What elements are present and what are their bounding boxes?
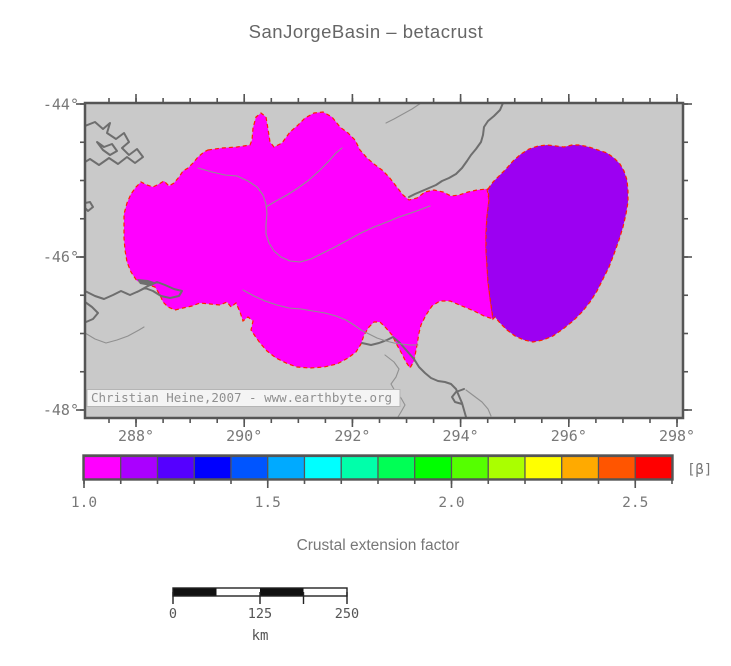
coastline-sw-blob xyxy=(137,279,157,286)
colorbar-cell xyxy=(340,455,379,480)
coastline-atlantic-south xyxy=(361,336,467,418)
scalebar-segment xyxy=(303,588,347,596)
watermark: Christian Heine,2007 - www.earthbyte.org xyxy=(86,389,401,407)
scalebar-tick-label: 125 xyxy=(248,606,272,622)
river-sw xyxy=(85,326,145,344)
colorbar-cell xyxy=(230,455,269,480)
scalebar-segment xyxy=(216,588,260,596)
sub-basin-boundary-south xyxy=(242,289,419,346)
coastline-nw-inner xyxy=(96,141,118,156)
page-title: SanJorgeBasin – betacrust xyxy=(249,21,484,42)
colorbar-caption: Crustal extension factor xyxy=(297,537,460,554)
scalebar-tick-label: 250 xyxy=(335,606,359,622)
x-tick-label: 292° xyxy=(334,427,370,445)
scalebar-segment xyxy=(260,588,304,596)
colorbar-cell xyxy=(193,455,232,480)
scalebar: 0 125 250 km xyxy=(169,587,359,644)
x-axis-labels: 288° 290° 292° 294° 296° 298° xyxy=(118,427,695,445)
scalebar-segment xyxy=(173,588,217,596)
colorbar-cell xyxy=(267,455,306,480)
colorbar-cell xyxy=(561,455,600,480)
x-tick-label: 290° xyxy=(226,427,262,445)
colorbar-cells xyxy=(83,455,673,480)
scalebar-unit-label: km xyxy=(252,628,269,644)
y-tick-label: -44° xyxy=(43,96,79,114)
colorbar-unit-label: [β] xyxy=(687,462,712,478)
y-axis-labels: -44° -46° -48° xyxy=(43,96,79,420)
colorbar-cell xyxy=(303,455,342,480)
colorbar-cell xyxy=(83,455,122,480)
colorbar-cell xyxy=(377,455,416,480)
river-se-east xyxy=(465,389,492,417)
map-ticks xyxy=(76,94,692,427)
river-se xyxy=(384,354,406,418)
colorbar-cell xyxy=(634,455,673,480)
colorbar-cell xyxy=(156,455,195,480)
basin-region-east xyxy=(485,144,629,343)
x-tick-label: 296° xyxy=(551,427,587,445)
fault-river-lines xyxy=(85,103,492,418)
coastline-island xyxy=(85,201,94,212)
y-tick-label: -46° xyxy=(43,248,79,266)
x-tick-label: 288° xyxy=(118,427,154,445)
colorbar-tick-label: 1.5 xyxy=(255,495,281,511)
sub-basin-boundary-main xyxy=(197,167,431,263)
map-frame xyxy=(83,101,685,420)
colorbar-cell xyxy=(487,455,526,480)
coastline-sw-inlet xyxy=(85,301,99,323)
sub-basin-boundary-branch xyxy=(265,147,343,208)
colorbar-tick-labels: 1.0 1.5 2.0 2.5 xyxy=(71,495,648,511)
basin-region-main xyxy=(123,111,494,370)
scalebar-ticks xyxy=(172,592,348,604)
x-tick-label: 294° xyxy=(443,427,479,445)
colorbar-tick-label: 2.0 xyxy=(438,495,464,511)
watermark-text: Christian Heine,2007 - www.earthbyte.org xyxy=(91,390,392,405)
scalebar-tick-label: 0 xyxy=(169,606,177,622)
colorbar-cell xyxy=(450,455,489,480)
colorbar-tick-label: 2.5 xyxy=(622,495,648,511)
coastline-sw-gulf xyxy=(85,281,183,300)
coastline-estuary-hook xyxy=(451,388,465,405)
coastline-atlantic-north xyxy=(408,103,504,198)
colorbar-tick-label: 1.0 xyxy=(71,495,97,511)
watermark-box xyxy=(86,389,401,407)
fault-line-north xyxy=(385,103,422,124)
colorbar-cell xyxy=(414,455,453,480)
scalebar-labels: 0 125 250 xyxy=(169,606,359,622)
coastlines xyxy=(85,103,504,418)
y-tick-label: -48° xyxy=(43,401,79,419)
colorbar-cell xyxy=(597,455,636,480)
colorbar-cell xyxy=(120,455,159,480)
x-tick-label: 298° xyxy=(659,427,695,445)
colorbar-cell xyxy=(524,455,563,480)
colorbar-ticks xyxy=(83,480,673,488)
map-panel: Christian Heine,2007 - www.earthbyte.org… xyxy=(43,94,695,445)
colorbar: 1.0 1.5 2.0 2.5 [β] Crustal extension facto… xyxy=(71,454,712,554)
colorbar-frame xyxy=(82,454,674,481)
coastline-nw-fjords xyxy=(85,121,144,166)
